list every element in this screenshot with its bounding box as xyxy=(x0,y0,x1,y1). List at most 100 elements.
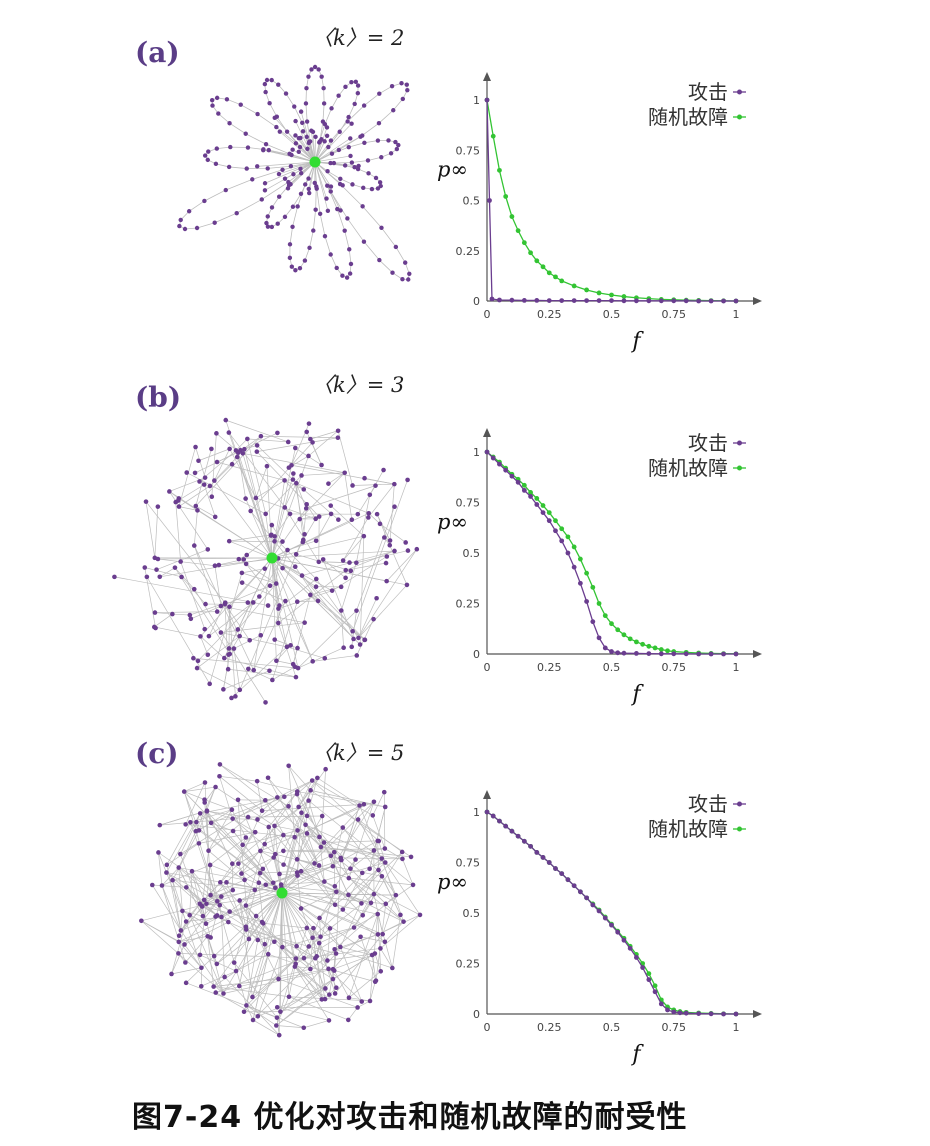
node xyxy=(191,543,197,548)
node xyxy=(233,968,239,974)
edge xyxy=(278,608,288,648)
data-point xyxy=(577,556,583,562)
hub-edge xyxy=(314,123,352,163)
panel-labels: (a) (b) (c) xyxy=(135,36,181,770)
node xyxy=(361,801,367,807)
data-point xyxy=(503,194,509,199)
node xyxy=(287,242,293,247)
node xyxy=(204,901,209,907)
node xyxy=(218,603,224,609)
node xyxy=(181,789,187,794)
node xyxy=(381,467,386,473)
edge xyxy=(152,884,187,888)
node xyxy=(238,102,243,107)
edge xyxy=(332,969,336,994)
series-attack xyxy=(484,449,739,657)
data-point xyxy=(621,294,627,299)
edge xyxy=(213,978,279,987)
data-point xyxy=(590,902,596,908)
hub-edge xyxy=(271,557,314,662)
node xyxy=(169,971,174,977)
x-tick-label: 1 xyxy=(733,308,740,321)
node xyxy=(304,813,310,819)
node xyxy=(280,167,285,173)
edge xyxy=(273,825,275,858)
node xyxy=(306,140,312,146)
edge xyxy=(224,976,280,1036)
node xyxy=(195,508,200,513)
data-point xyxy=(565,877,571,883)
node xyxy=(288,643,293,648)
x-tick-label: 0.5 xyxy=(603,661,621,674)
node xyxy=(304,119,310,124)
edge xyxy=(154,613,173,628)
edge xyxy=(288,765,295,838)
node xyxy=(226,646,232,651)
node xyxy=(296,149,301,155)
node xyxy=(371,848,377,853)
node xyxy=(321,86,326,91)
edge xyxy=(285,600,314,662)
hub-edge xyxy=(229,557,273,607)
node xyxy=(245,145,251,150)
edge xyxy=(334,885,364,916)
edge xyxy=(283,848,385,852)
edge xyxy=(344,472,353,520)
node xyxy=(328,160,333,166)
node xyxy=(349,121,354,126)
data-point xyxy=(487,198,492,203)
edge xyxy=(184,896,222,945)
node xyxy=(178,559,183,564)
data-point xyxy=(596,601,602,606)
data-point xyxy=(571,283,577,289)
node xyxy=(311,228,316,233)
node xyxy=(316,940,322,946)
edge xyxy=(308,800,320,838)
hub-edge xyxy=(223,892,283,994)
node xyxy=(358,934,363,940)
hub-edge xyxy=(229,540,273,559)
edge xyxy=(196,667,240,691)
node xyxy=(256,880,262,886)
node xyxy=(296,804,301,810)
edge xyxy=(207,936,214,987)
node xyxy=(297,265,303,271)
edge xyxy=(206,864,211,904)
panel-label-a: (a) xyxy=(135,36,180,69)
edge xyxy=(191,871,205,901)
node xyxy=(182,226,188,232)
node xyxy=(346,875,352,881)
node xyxy=(335,428,341,434)
node xyxy=(178,217,183,223)
edge xyxy=(223,968,334,994)
edge xyxy=(216,461,285,481)
edge xyxy=(318,943,326,989)
node xyxy=(380,931,385,937)
node xyxy=(176,951,181,956)
node xyxy=(356,163,361,169)
hub-edge xyxy=(281,892,296,967)
data-point xyxy=(490,813,496,819)
legend-swatch-marker xyxy=(737,801,742,807)
edge xyxy=(229,534,272,542)
node xyxy=(304,502,309,507)
edge xyxy=(215,786,275,827)
node xyxy=(216,562,222,568)
data-point xyxy=(489,296,495,302)
edge xyxy=(253,602,269,606)
node xyxy=(340,907,346,912)
node xyxy=(200,913,206,919)
node xyxy=(319,813,325,819)
data-point xyxy=(571,544,577,550)
node xyxy=(328,252,333,257)
edge xyxy=(252,958,297,998)
node xyxy=(212,478,217,483)
edge xyxy=(211,433,217,497)
node xyxy=(300,120,305,126)
node xyxy=(298,135,303,141)
edge xyxy=(283,790,311,865)
node xyxy=(340,273,345,278)
hub-edge xyxy=(183,791,283,894)
hub-edge xyxy=(281,892,379,935)
